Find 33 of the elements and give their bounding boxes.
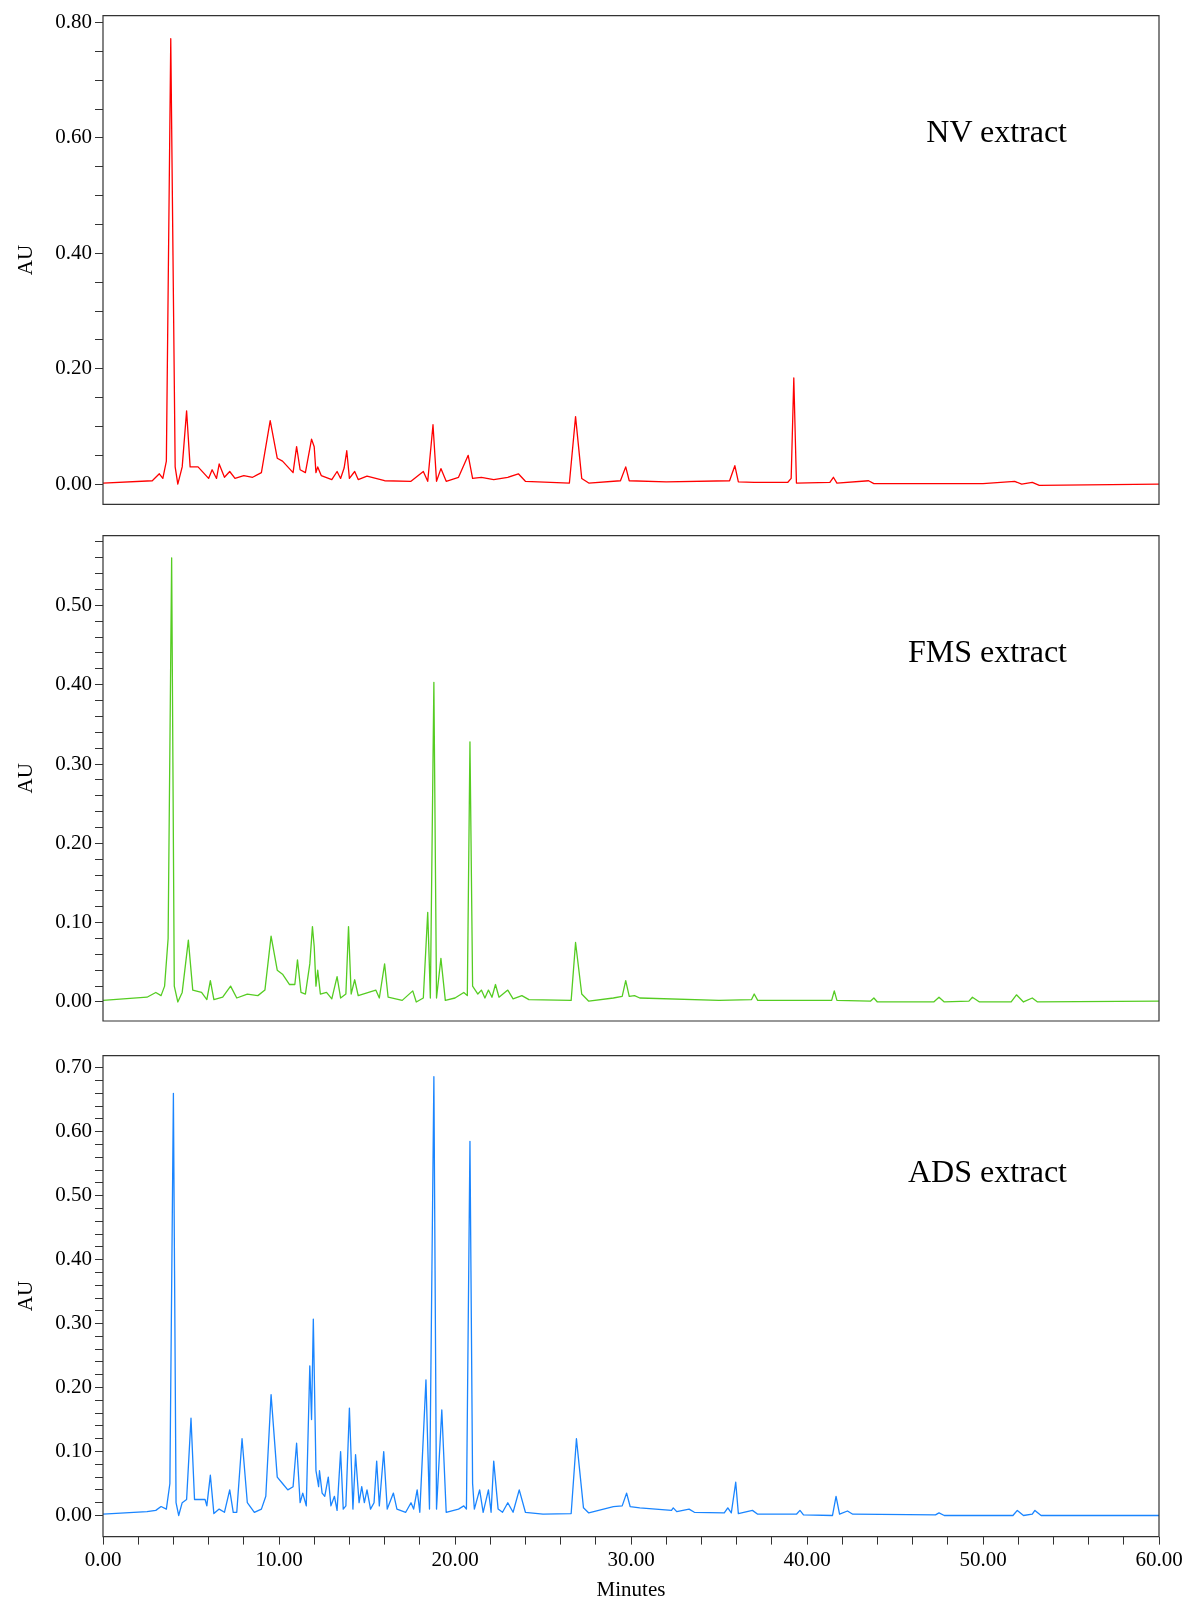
- text: ADS extract: [907, 1153, 1068, 1190]
- text: NV extract: [926, 113, 1068, 150]
- x-axis-title: Minutes: [596, 1576, 666, 1601]
- y-tick-label: 0.40: [55, 239, 92, 264]
- y-axis-title: AU: [13, 763, 38, 794]
- x-tick-label: 20.00: [431, 1546, 479, 1571]
- text: FMS extract: [907, 633, 1068, 670]
- y-axis-title: AU: [13, 244, 38, 276]
- y-tick-label: 0.00: [55, 470, 92, 495]
- y-tick-label: 0.50: [55, 1182, 92, 1207]
- y-tick-label: 0.20: [55, 355, 92, 380]
- y-tick-label: 0.60: [55, 1118, 92, 1143]
- y-tick-label: 0.80: [55, 9, 92, 34]
- y-axis-title: AU: [13, 1280, 38, 1312]
- y-tick-label: 0.20: [55, 1374, 92, 1399]
- y-tick-label: 0.30: [55, 1310, 92, 1335]
- y-tick-label: 0.70: [55, 1054, 92, 1079]
- y-tick-label: 0.10: [55, 1438, 92, 1463]
- x-tick-label: 0.00: [84, 1546, 122, 1571]
- y-tick-label: 0.30: [55, 750, 92, 775]
- y-tick-label: 0.50: [55, 591, 92, 616]
- x-tick-label: 50.00: [959, 1546, 1007, 1571]
- x-tick-label: 60.00: [1135, 1546, 1183, 1571]
- y-tick-label: 0.00: [55, 1502, 92, 1527]
- y-tick-label: 0.20: [55, 829, 92, 854]
- y-tick-label: 0.40: [55, 671, 92, 696]
- x-tick-label: 10.00: [255, 1546, 303, 1571]
- y-tick-label: 0.40: [55, 1246, 92, 1271]
- y-tick-label: 0.00: [55, 988, 92, 1013]
- x-tick-label: 30.00: [607, 1546, 655, 1571]
- x-tick-label: 40.00: [783, 1546, 831, 1571]
- y-tick-label: 0.10: [55, 909, 92, 934]
- y-tick-label: 0.60: [55, 124, 92, 149]
